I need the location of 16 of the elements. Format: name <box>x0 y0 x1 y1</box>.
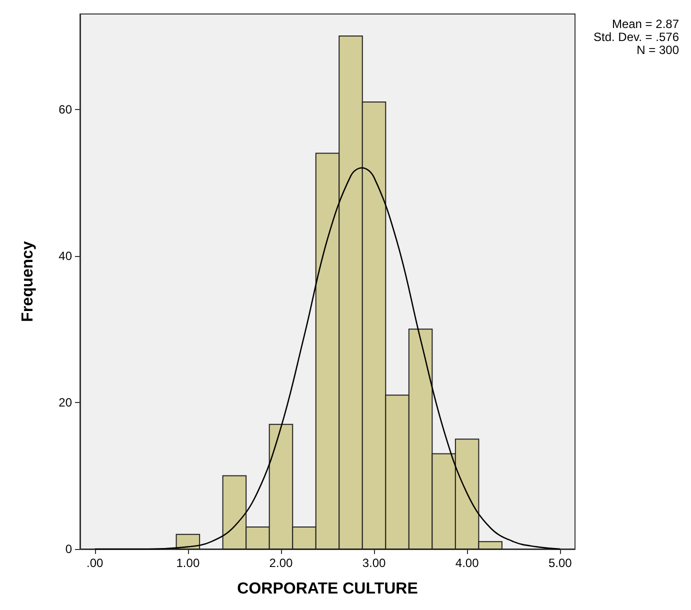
text: N = 300 <box>636 43 680 57</box>
x-tick-label: 5.00 <box>548 556 572 570</box>
y-tick-label: 20 <box>58 395 72 410</box>
x-tick-label: 3.00 <box>362 556 386 570</box>
y-tick-label: 60 <box>58 102 72 116</box>
x-tick-label: 1.00 <box>176 556 200 570</box>
text: Mean = 2.87 <box>612 17 680 31</box>
x-tick-label: 2.00 <box>269 556 293 570</box>
x-tick-label: .00 <box>86 556 104 570</box>
y-tick-label: 0 <box>65 542 72 556</box>
x-axis-title: CORPORATE CULTURE <box>237 580 418 598</box>
y-tick-label: 40 <box>58 248 72 263</box>
x-tick-label: 4.00 <box>455 556 480 570</box>
line-series <box>94 167 561 550</box>
text: Std. Dev. = .576 <box>594 30 680 44</box>
y-axis-title: Frequency <box>20 240 36 322</box>
